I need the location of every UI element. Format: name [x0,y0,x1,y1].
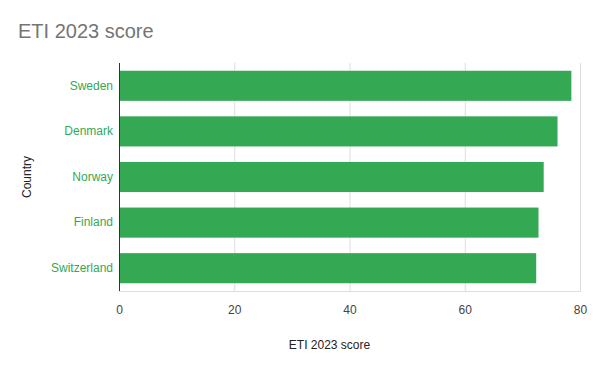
y-tick-label: Switzerland [51,261,113,275]
y-tick: Norway [72,170,113,184]
bar [119,71,571,101]
x-axis: 0 20 40 60 80 [116,63,587,317]
chart: 0 20 40 60 80 Sweden Denmark Norway Finland Switz… [0,0,600,371]
grid-line [580,63,581,291]
x-tick-label: 20 [228,303,242,317]
x-tick-label: 80 [574,303,588,317]
y-tick-label: Sweden [70,79,113,93]
x-tick-label: 60 [459,303,473,317]
x-tick-label: 0 [116,303,123,317]
x-tick-label: 40 [343,303,357,317]
y-tick: Denmark [64,124,114,138]
x-axis-title: ETI 2023 score [289,338,371,352]
bar [119,162,544,192]
plot-area: 0 20 40 60 80 Sweden Denmark Norway Finland Switz… [51,63,588,317]
title: ETI 2023 score [18,20,154,42]
y-axis-title: Country [20,156,34,198]
y-axis: Sweden Denmark Norway Finland Switzerland [51,63,120,291]
bar [119,253,536,283]
bar [119,208,539,238]
y-axis-line [119,63,120,291]
x-tick: 80 [574,63,588,317]
y-tick: Finland [74,215,113,229]
grid-line [119,63,120,291]
bars [119,71,571,283]
y-tick: Switzerland [51,261,113,275]
background [0,0,600,371]
x-axis-line [120,63,581,292]
bar [119,116,558,146]
y-tick-label: Finland [74,215,113,229]
y-tick-label: Norway [72,170,113,184]
y-tick-label: Denmark [64,124,114,138]
y-tick: Sweden [70,79,113,93]
